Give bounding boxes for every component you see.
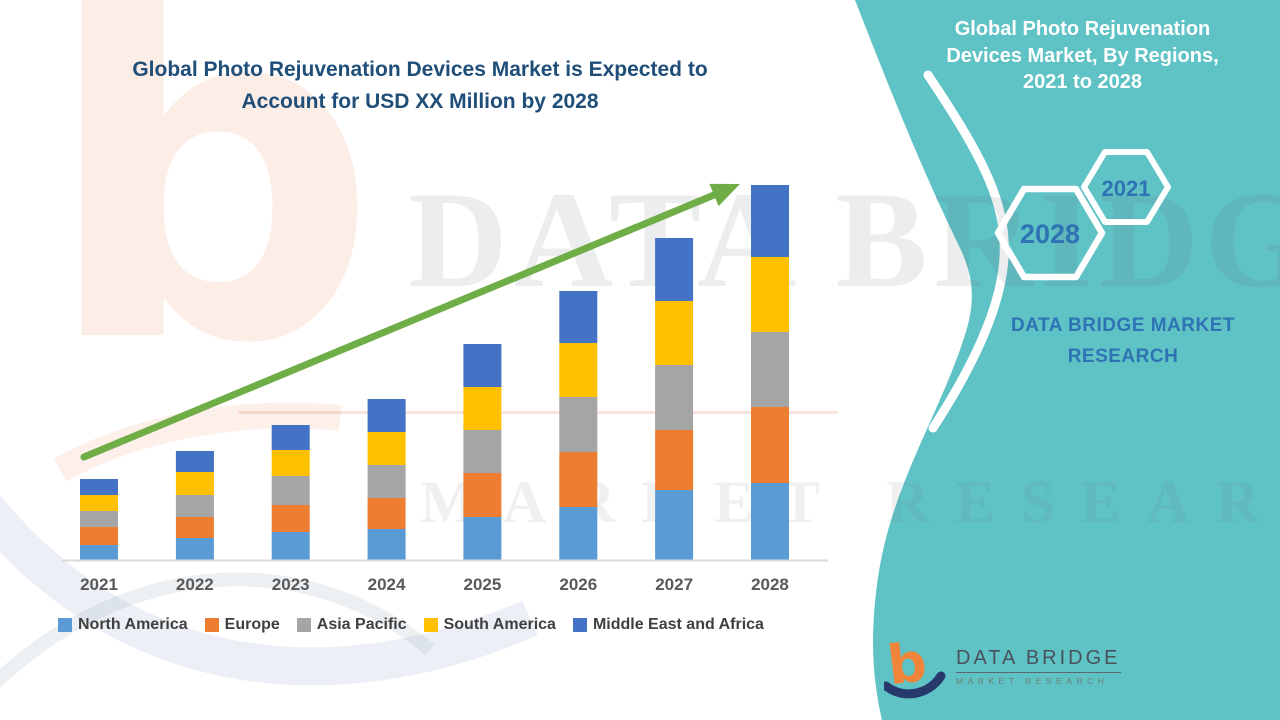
bar-segment-2024-asia-pacific xyxy=(367,465,406,498)
footer-logo-tagline: MARKET RESEARCH xyxy=(956,676,1109,686)
panel-title: Global Photo Rejuvenation Devices Market… xyxy=(946,18,1219,94)
teal-panel-shape xyxy=(855,0,1280,720)
bar-segment-2021-asia-pacific xyxy=(80,511,118,527)
x-label: 2025 xyxy=(463,575,502,594)
legend-item: Asia Pacific xyxy=(296,616,407,634)
bar-segment-2028-middle-east-and-africa xyxy=(751,185,789,257)
bar-segment-2028-north-america xyxy=(751,483,789,560)
legend-label: Europe xyxy=(224,616,280,633)
teal-panel-white-arc xyxy=(923,70,1009,433)
bar-segment-2026-middle-east-and-africa xyxy=(559,291,598,343)
x-axis-labels: 2021 2022 2023 2024 2025 2026 2027 2028 xyxy=(0,575,840,599)
bar-segment-2024-middle-east-and-africa xyxy=(367,399,406,432)
bar-segment-2023-asia-pacific xyxy=(271,476,310,505)
x-label: 2027 xyxy=(655,575,694,594)
bar-segment-2022-europe xyxy=(175,517,214,538)
legend-item: Middle East and Africa xyxy=(572,616,764,634)
x-label: 2021 xyxy=(80,575,118,594)
bar-segment-2023-south-america xyxy=(271,450,310,476)
legend-item: North America xyxy=(58,616,188,634)
legend-item: South America xyxy=(423,616,556,634)
bar-segment-2026-south-america xyxy=(559,343,598,397)
legend-item: Europe xyxy=(204,616,280,634)
bar-segment-2023-middle-east-and-africa xyxy=(271,425,310,450)
x-label: 2023 xyxy=(271,575,310,594)
bar-segment-2025-middle-east-and-africa xyxy=(463,344,502,387)
bar-segment-2027-europe xyxy=(655,430,694,490)
bar-segment-2022-asia-pacific xyxy=(175,495,214,517)
hexagon-2028-label: 2028 xyxy=(1020,219,1080,249)
bar-segment-2026-asia-pacific xyxy=(559,397,598,452)
bar-segment-2024-south-america xyxy=(367,432,406,465)
legend-label: North America xyxy=(78,616,188,633)
trend-arrow-head xyxy=(709,183,740,207)
bar-segment-2026-europe xyxy=(559,452,598,507)
bar-segment-2024-north-america xyxy=(367,529,406,560)
legend-swatch-south-america xyxy=(423,618,438,632)
chart-title: Global Photo Rejuvenation Devices Market… xyxy=(132,58,708,113)
data-bridge-logo-icon: b xyxy=(884,632,946,699)
bar-segment-2027-asia-pacific xyxy=(655,365,694,430)
trend-arrow-line xyxy=(80,191,718,461)
bar-segment-2026-north-america xyxy=(559,507,598,560)
bar-segment-2025-europe xyxy=(463,473,502,517)
bar-segment-2027-middle-east-and-africa xyxy=(655,238,694,301)
legend: North America Europe Asia Pacific South … xyxy=(58,616,858,634)
bar-segment-2021-middle-east-and-africa xyxy=(80,479,118,495)
x-label: 2026 xyxy=(559,575,598,594)
bar-segment-2021-north-america xyxy=(80,545,118,560)
legend-swatch-middle-east-africa xyxy=(572,618,587,632)
bar-segment-2027-north-america xyxy=(655,490,694,560)
hexagon-2028 xyxy=(994,185,1106,281)
bar-segment-2025-north-america xyxy=(463,517,502,560)
footer-logo: b DATA BRIDGE MARKET RESEARCH xyxy=(884,632,1121,700)
brand-name-text: DATA BRIDGE MARKET RESEARCH xyxy=(1011,315,1235,368)
bar-segment-2021-europe xyxy=(80,527,118,545)
bar-segment-2023-north-america xyxy=(271,532,310,560)
bar-segment-2025-south-america xyxy=(463,387,502,430)
bar-segment-2021-south-america xyxy=(80,495,118,511)
bar-segment-2028-asia-pacific xyxy=(751,332,789,407)
legend-label: Asia Pacific xyxy=(316,616,407,633)
bar-series-group xyxy=(80,185,789,560)
legend-swatch-north-america xyxy=(58,618,72,632)
bar-segment-2022-south-america xyxy=(175,472,214,495)
bar-segment-2024-europe xyxy=(367,498,406,529)
bar-segment-2027-south-america xyxy=(655,301,694,365)
x-label: 2028 xyxy=(751,575,789,594)
x-label: 2024 xyxy=(367,575,406,594)
bar-segment-2028-south-america xyxy=(751,257,789,332)
bar-segment-2023-europe xyxy=(271,505,310,532)
bar-segment-2022-north-america xyxy=(175,538,214,560)
bar-segment-2025-asia-pacific xyxy=(463,430,502,473)
bar-segment-2022-middle-east-and-africa xyxy=(175,451,214,472)
hexagon-2021 xyxy=(1081,149,1171,225)
hexagon-2021-label: 2021 xyxy=(1102,176,1151,201)
footer-logo-name: DATA BRIDGE xyxy=(956,646,1121,673)
legend-swatch-asia-pacific xyxy=(296,618,311,632)
x-label: 2022 xyxy=(175,575,214,594)
legend-label: South America xyxy=(443,616,556,633)
legend-swatch-europe xyxy=(204,618,219,632)
bar-segment-2028-europe xyxy=(751,407,789,483)
legend-label: Middle East and Africa xyxy=(592,616,764,633)
